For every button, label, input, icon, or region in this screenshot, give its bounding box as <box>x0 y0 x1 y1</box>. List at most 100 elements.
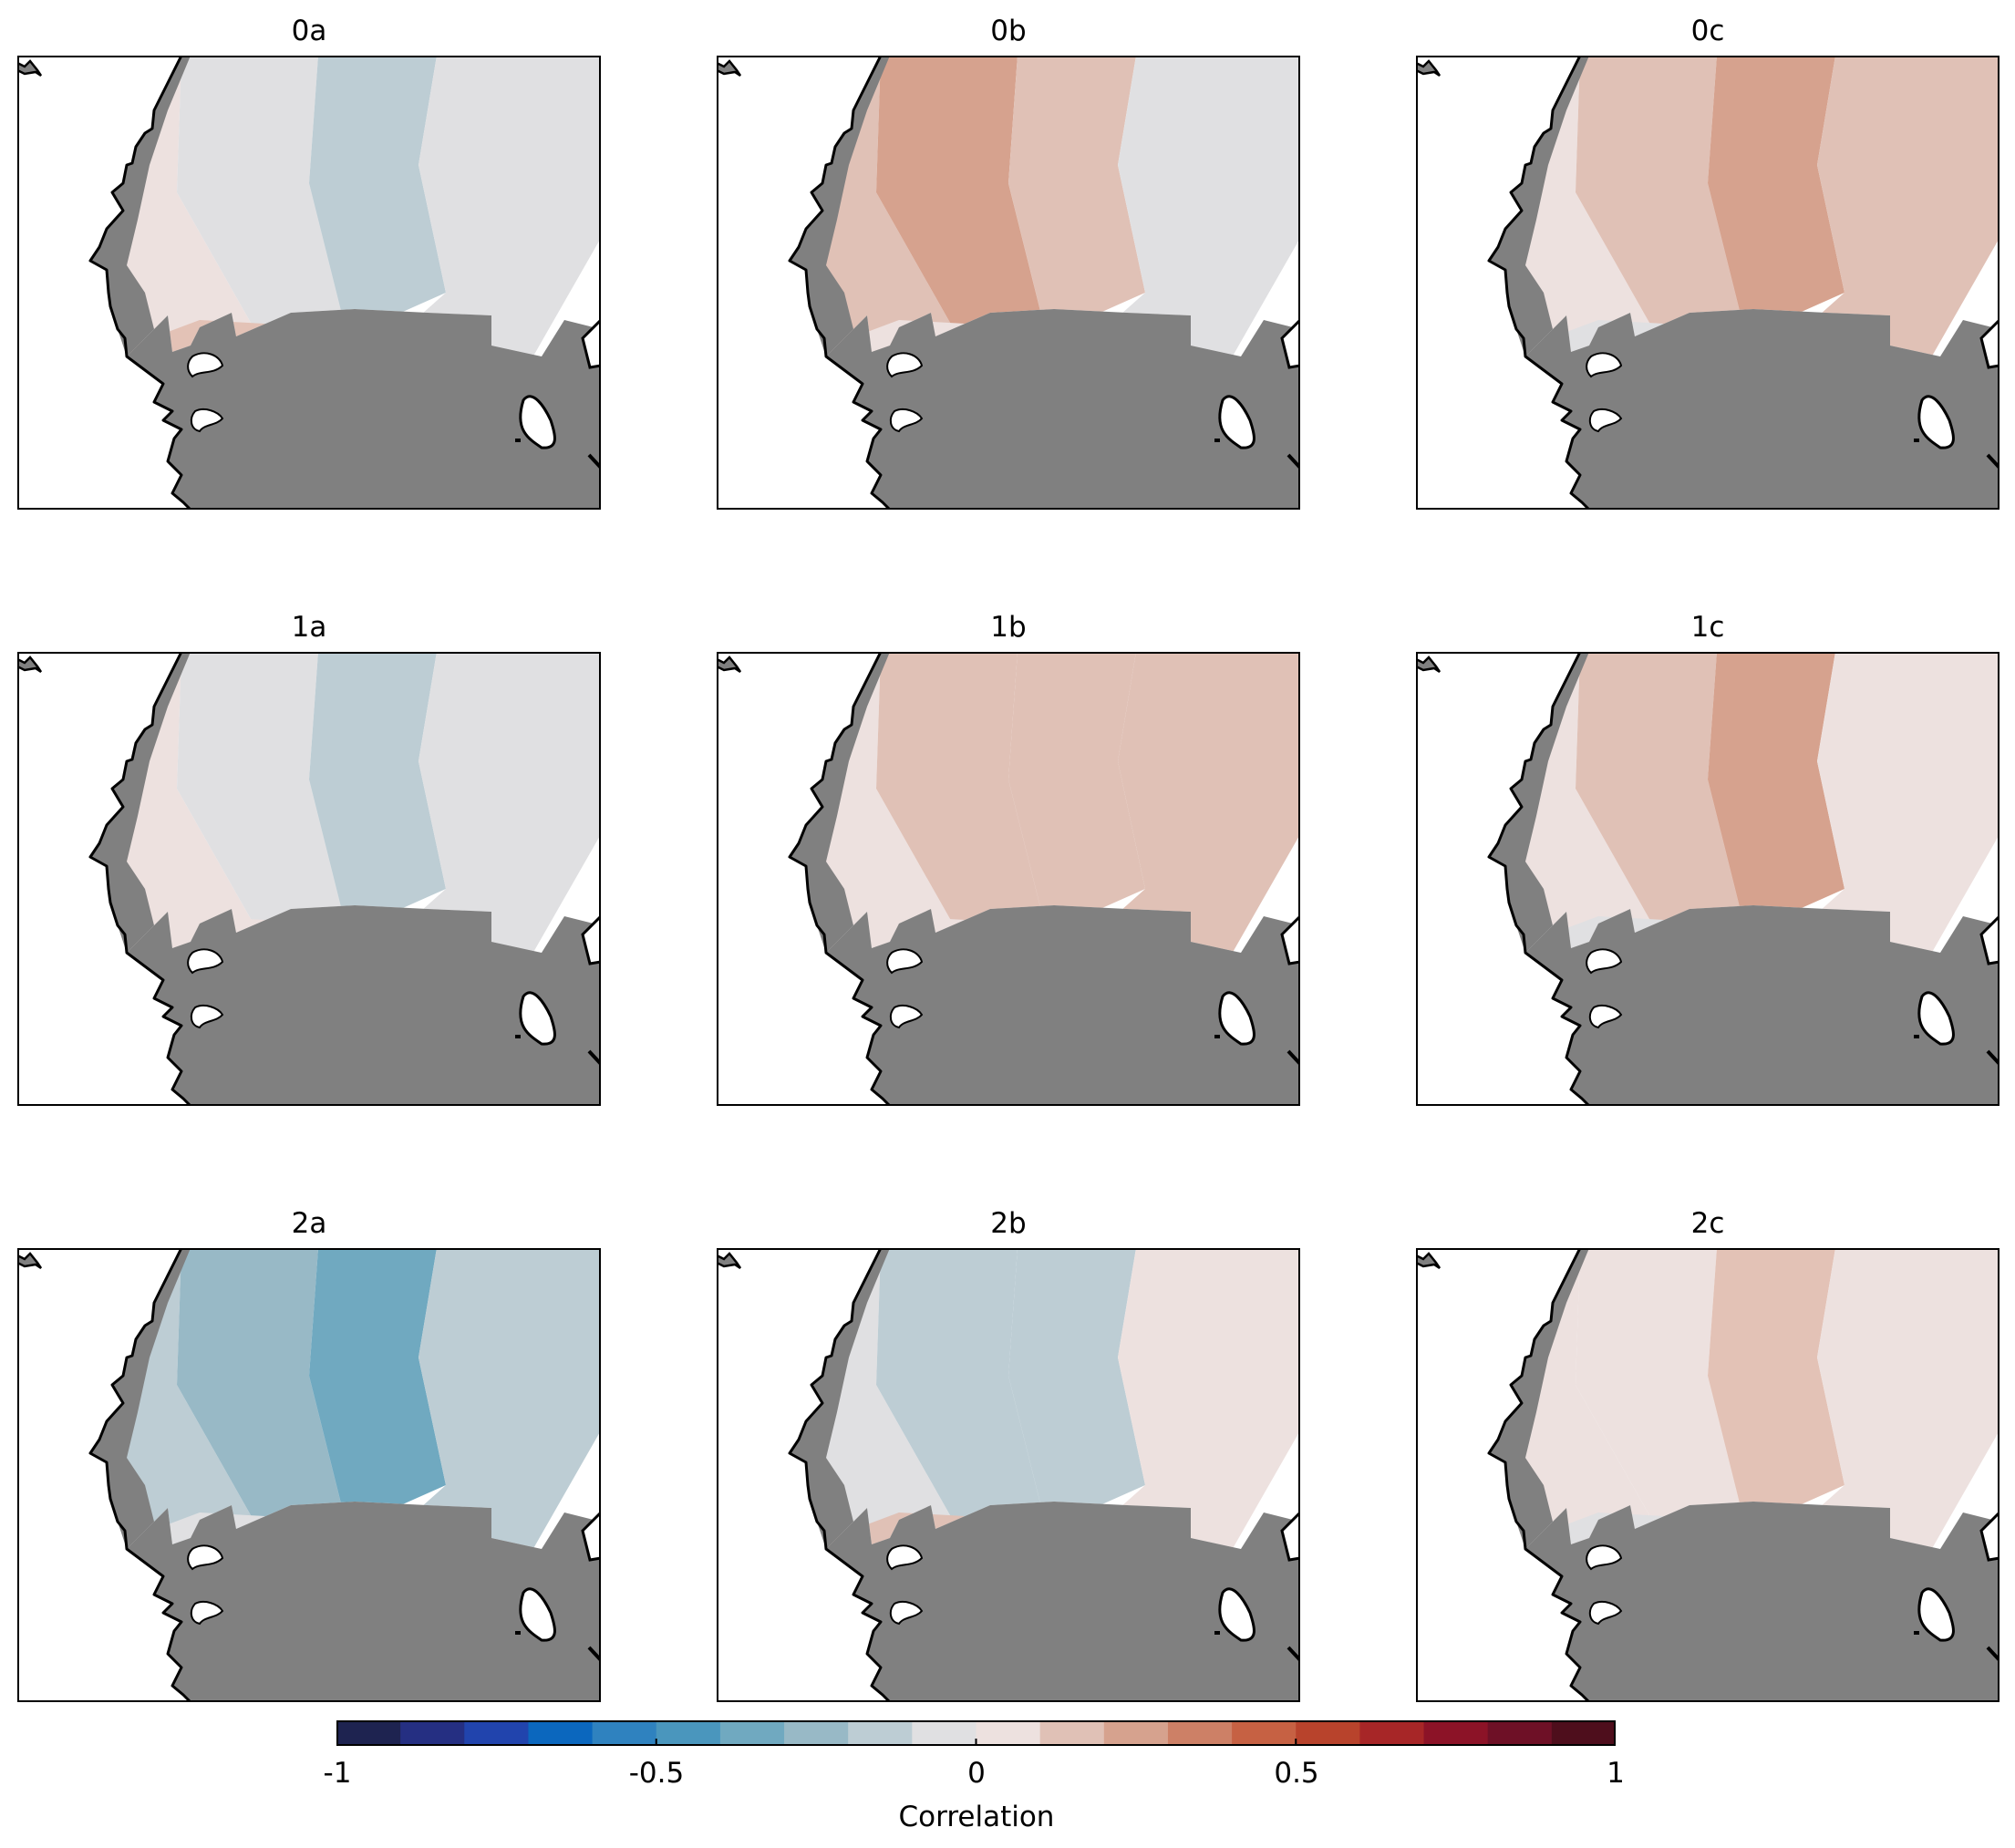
land-mass <box>1416 1502 2000 1702</box>
panel-title-0a: 0a <box>291 15 327 47</box>
coastline <box>88 56 192 510</box>
colorbar-bin <box>528 1720 594 1746</box>
land-mass <box>1416 905 2000 1106</box>
map-panel-1b <box>717 652 1300 1106</box>
correlation-band <box>1708 652 1844 925</box>
colorbar-bin <box>1296 1720 1360 1746</box>
panel-title-1a: 1a <box>291 611 327 644</box>
panel-title-2b: 2b <box>990 1207 1027 1240</box>
colorbar-bin <box>336 1720 401 1746</box>
coastline <box>88 1248 192 1702</box>
colorbar-tick-0: 0 <box>967 1757 986 1790</box>
colorbar-label: Correlation <box>898 1801 1055 1833</box>
correlation-band <box>1762 56 2000 356</box>
colorbar-bin <box>1359 1720 1425 1746</box>
map-panel-2a <box>17 1248 601 1702</box>
correlation-band <box>876 1248 1045 1522</box>
correlation-band <box>1576 56 1744 329</box>
colorbar-bin <box>976 1720 1041 1746</box>
correlation-band <box>364 652 601 953</box>
correlation-band <box>1008 56 1145 329</box>
correlation-band <box>1762 1248 2000 1549</box>
correlation-band <box>364 1248 601 1549</box>
map-frame <box>717 652 1300 1106</box>
map-frame <box>717 56 1300 510</box>
correlation-band <box>309 652 446 925</box>
correlation-band <box>177 56 346 329</box>
correlation-band <box>1762 652 2000 953</box>
land-mass <box>717 1502 1300 1702</box>
coastline <box>788 56 892 510</box>
colorbar <box>336 1720 1617 1746</box>
map-frame <box>717 1248 1300 1702</box>
colorbar-bin <box>400 1720 465 1746</box>
colorbar-bin <box>592 1720 657 1746</box>
map-panel-0c <box>1416 56 2000 510</box>
land-mass <box>17 309 601 510</box>
coastline <box>1487 652 1591 1106</box>
colorbar-bin <box>656 1720 721 1746</box>
coastline <box>88 652 192 1106</box>
correlation-band <box>1576 652 1744 925</box>
map-frame <box>17 56 601 510</box>
colorbar-bin <box>1232 1720 1297 1746</box>
colorbar-tick-neg1: -1 <box>323 1757 352 1790</box>
land-mass <box>717 905 1300 1106</box>
map-frame <box>1416 1248 2000 1702</box>
colorbar-bin <box>1487 1720 1553 1746</box>
correlation-band <box>1708 56 1844 329</box>
colorbar-bin <box>1551 1720 1617 1746</box>
colorbar-tick-neg05: -0.5 <box>628 1757 685 1790</box>
map-frame <box>1416 56 2000 510</box>
colorbar-bin <box>464 1720 530 1746</box>
correlation-band <box>876 652 1045 925</box>
coastline <box>1487 56 1591 510</box>
correlation-band <box>1576 1248 1744 1522</box>
land-mass <box>17 1502 601 1702</box>
coastline <box>788 652 892 1106</box>
panel-title-1c: 1c <box>1690 611 1725 644</box>
colorbar-bin <box>1423 1720 1489 1746</box>
correlation-band <box>1708 1248 1844 1522</box>
correlation-band <box>364 56 601 356</box>
map-panel-2c <box>1416 1248 2000 1702</box>
correlation-band <box>1063 56 1300 356</box>
land-mass <box>17 905 601 1106</box>
colorbar-bin <box>784 1720 849 1746</box>
panel-title-0c: 0c <box>1690 15 1725 47</box>
correlation-band <box>309 56 446 329</box>
colorbar-tick-1: 1 <box>1607 1757 1625 1790</box>
map-frame <box>17 1248 601 1702</box>
map-panel-2b <box>717 1248 1300 1702</box>
correlation-band <box>1063 652 1300 953</box>
correlation-band <box>177 1248 346 1522</box>
panel-title-2c: 2c <box>1690 1207 1725 1240</box>
correlation-band <box>177 652 346 925</box>
map-frame <box>17 652 601 1106</box>
land-mass <box>1416 309 2000 510</box>
panel-title-2a: 2a <box>291 1207 327 1240</box>
map-panel-1a <box>17 652 601 1106</box>
colorbar-bin <box>1103 1720 1169 1746</box>
correlation-band <box>1008 1248 1145 1522</box>
correlation-band <box>876 56 1045 329</box>
coastline <box>1487 1248 1591 1702</box>
map-panel-1c <box>1416 652 2000 1106</box>
colorbar-bin <box>719 1720 785 1746</box>
colorbar-bin <box>912 1720 977 1746</box>
land-mass <box>717 309 1300 510</box>
correlation-band <box>1063 1248 1300 1549</box>
colorbar-bin <box>1167 1720 1233 1746</box>
colorbar-bins <box>336 1720 1617 1746</box>
map-panel-0b <box>717 56 1300 510</box>
correlation-band <box>309 1248 446 1522</box>
panel-title-0b: 0b <box>990 15 1027 47</box>
colorbar-bin <box>848 1720 913 1746</box>
coastline <box>788 1248 892 1702</box>
colorbar-bin <box>1039 1720 1105 1746</box>
correlation-band <box>1008 652 1145 925</box>
panel-title-1b: 1b <box>990 611 1027 644</box>
colorbar-tick-05: 0.5 <box>1274 1757 1319 1790</box>
map-panel-0a <box>17 56 601 510</box>
map-frame <box>1416 652 2000 1106</box>
